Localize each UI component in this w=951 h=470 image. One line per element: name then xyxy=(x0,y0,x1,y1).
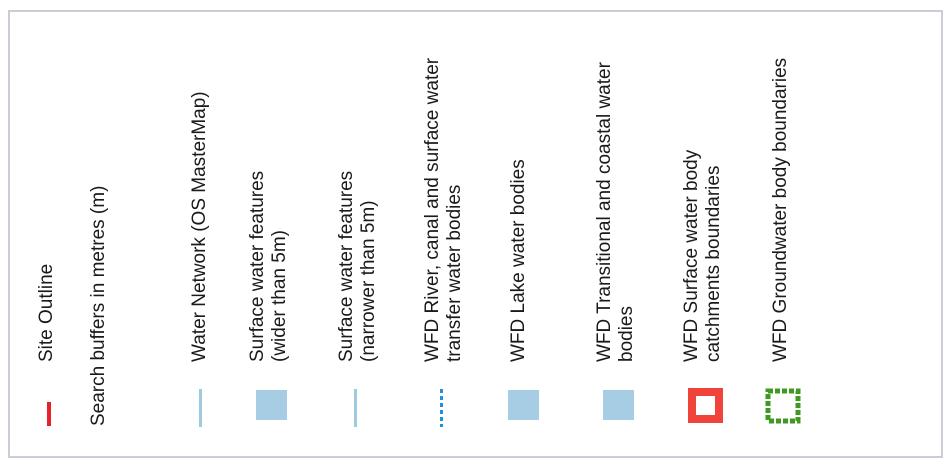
legend-label-surface-water-narrow-line2: (narrower than 5m) xyxy=(358,200,379,362)
wfd-river-blue-dashed-line-icon xyxy=(440,389,443,427)
legend-label-water-network: Water Network (OS MasterMap) xyxy=(189,91,210,362)
legend-label-wfd-catchments-line1: WFD Surface water body xyxy=(681,149,702,362)
legend-label-wfd-river-line1: WFD River, canal and surface water xyxy=(422,57,443,362)
legend-label-surface-water-wide-line2: (wider than 5m) xyxy=(269,230,290,362)
legend-label-surface-water-narrow-line1: Surface water features xyxy=(336,170,357,362)
water-network-light-blue-line-icon xyxy=(199,389,202,427)
legend-label-wfd-river: WFD River, canal and surface water trans… xyxy=(422,58,466,362)
legend-label-wfd-catchments-line2: catchments boundaries xyxy=(703,165,724,362)
legend-label-wfd-catchments: WFD Surface water body catchments bounda… xyxy=(681,150,725,362)
wfd-catchment-red-outline-square-icon xyxy=(688,388,723,423)
legend-label-surface-water-wide-line1: Surface water features xyxy=(247,170,268,362)
legend-label-wfd-transitional: WFD Transitional and coastal water bodie… xyxy=(594,62,638,362)
legend-label-wfd-lake: WFD Lake water bodies xyxy=(508,159,529,362)
legend-label-search-buffers: Search buffers in metres (m) xyxy=(88,185,109,426)
legend-frame xyxy=(8,10,943,458)
legend-label-wfd-groundwater: WFD Groundwater body boundaries xyxy=(770,57,791,362)
wfd-lake-light-blue-square-icon xyxy=(508,390,539,420)
legend-label-surface-water-wide: Surface water features (wider than 5m) xyxy=(247,171,291,362)
surface-water-wide-light-blue-square-icon xyxy=(256,390,287,420)
wfd-groundwater-green-dashed-square-icon xyxy=(765,388,801,424)
site-outline-red-line-icon xyxy=(47,402,51,426)
legend-label-wfd-transitional-line1: WFD Transitional and coastal water xyxy=(594,62,615,362)
legend-label-wfd-transitional-line2: bodies xyxy=(616,306,637,362)
surface-water-narrow-light-blue-line-icon xyxy=(354,389,357,427)
legend-label-site-outline: Site Outline xyxy=(36,263,57,362)
legend-label-wfd-river-line2: transfer water bodies xyxy=(444,184,465,362)
legend-label-surface-water-narrow: Surface water features (narrower than 5m… xyxy=(336,171,380,362)
wfd-transitional-light-blue-square-icon xyxy=(603,390,634,420)
